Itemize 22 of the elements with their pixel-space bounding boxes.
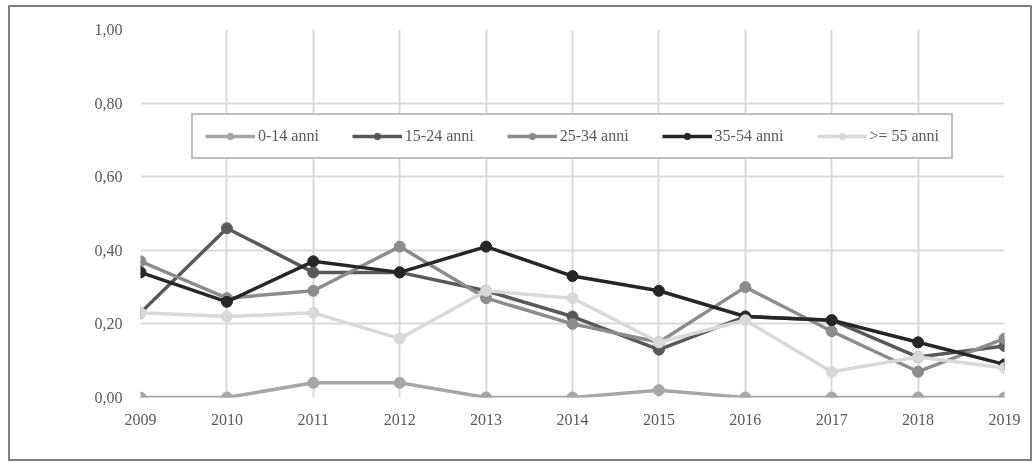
y-tick-label: 1,00 [94, 21, 123, 38]
x-tick-label: 2016 [729, 410, 762, 428]
y-tick-label: 0,20 [94, 315, 123, 333]
x-tick-label: 2017 [815, 410, 848, 428]
x-tick-label: 2019 [988, 410, 1021, 428]
legend-label: 15-24 anni [404, 127, 474, 145]
y-tick-label: 0,60 [94, 168, 123, 186]
x-tick-label: 2011 [297, 410, 329, 428]
x-tick-label: 2012 [383, 410, 416, 428]
y-tick-label: 0,40 [94, 241, 123, 259]
legend-label: 25-34 anni [559, 127, 629, 145]
legend-label: 35-54 anni [714, 127, 784, 145]
x-tick-label: 2013 [470, 410, 503, 428]
legend-label: >= 55 anni [869, 127, 940, 145]
x-tick-label: 2014 [556, 410, 589, 428]
y-tick-label: 0,80 [94, 94, 123, 112]
x-tick-label: 2009 [124, 410, 157, 428]
legend-label: 0-14 anni [257, 127, 319, 145]
x-tick-label: 2015 [642, 410, 675, 428]
x-tick-label: 2018 [902, 410, 935, 428]
y-tick-label: 0,00 [94, 389, 123, 406]
x-tick-label: 2010 [210, 410, 243, 428]
